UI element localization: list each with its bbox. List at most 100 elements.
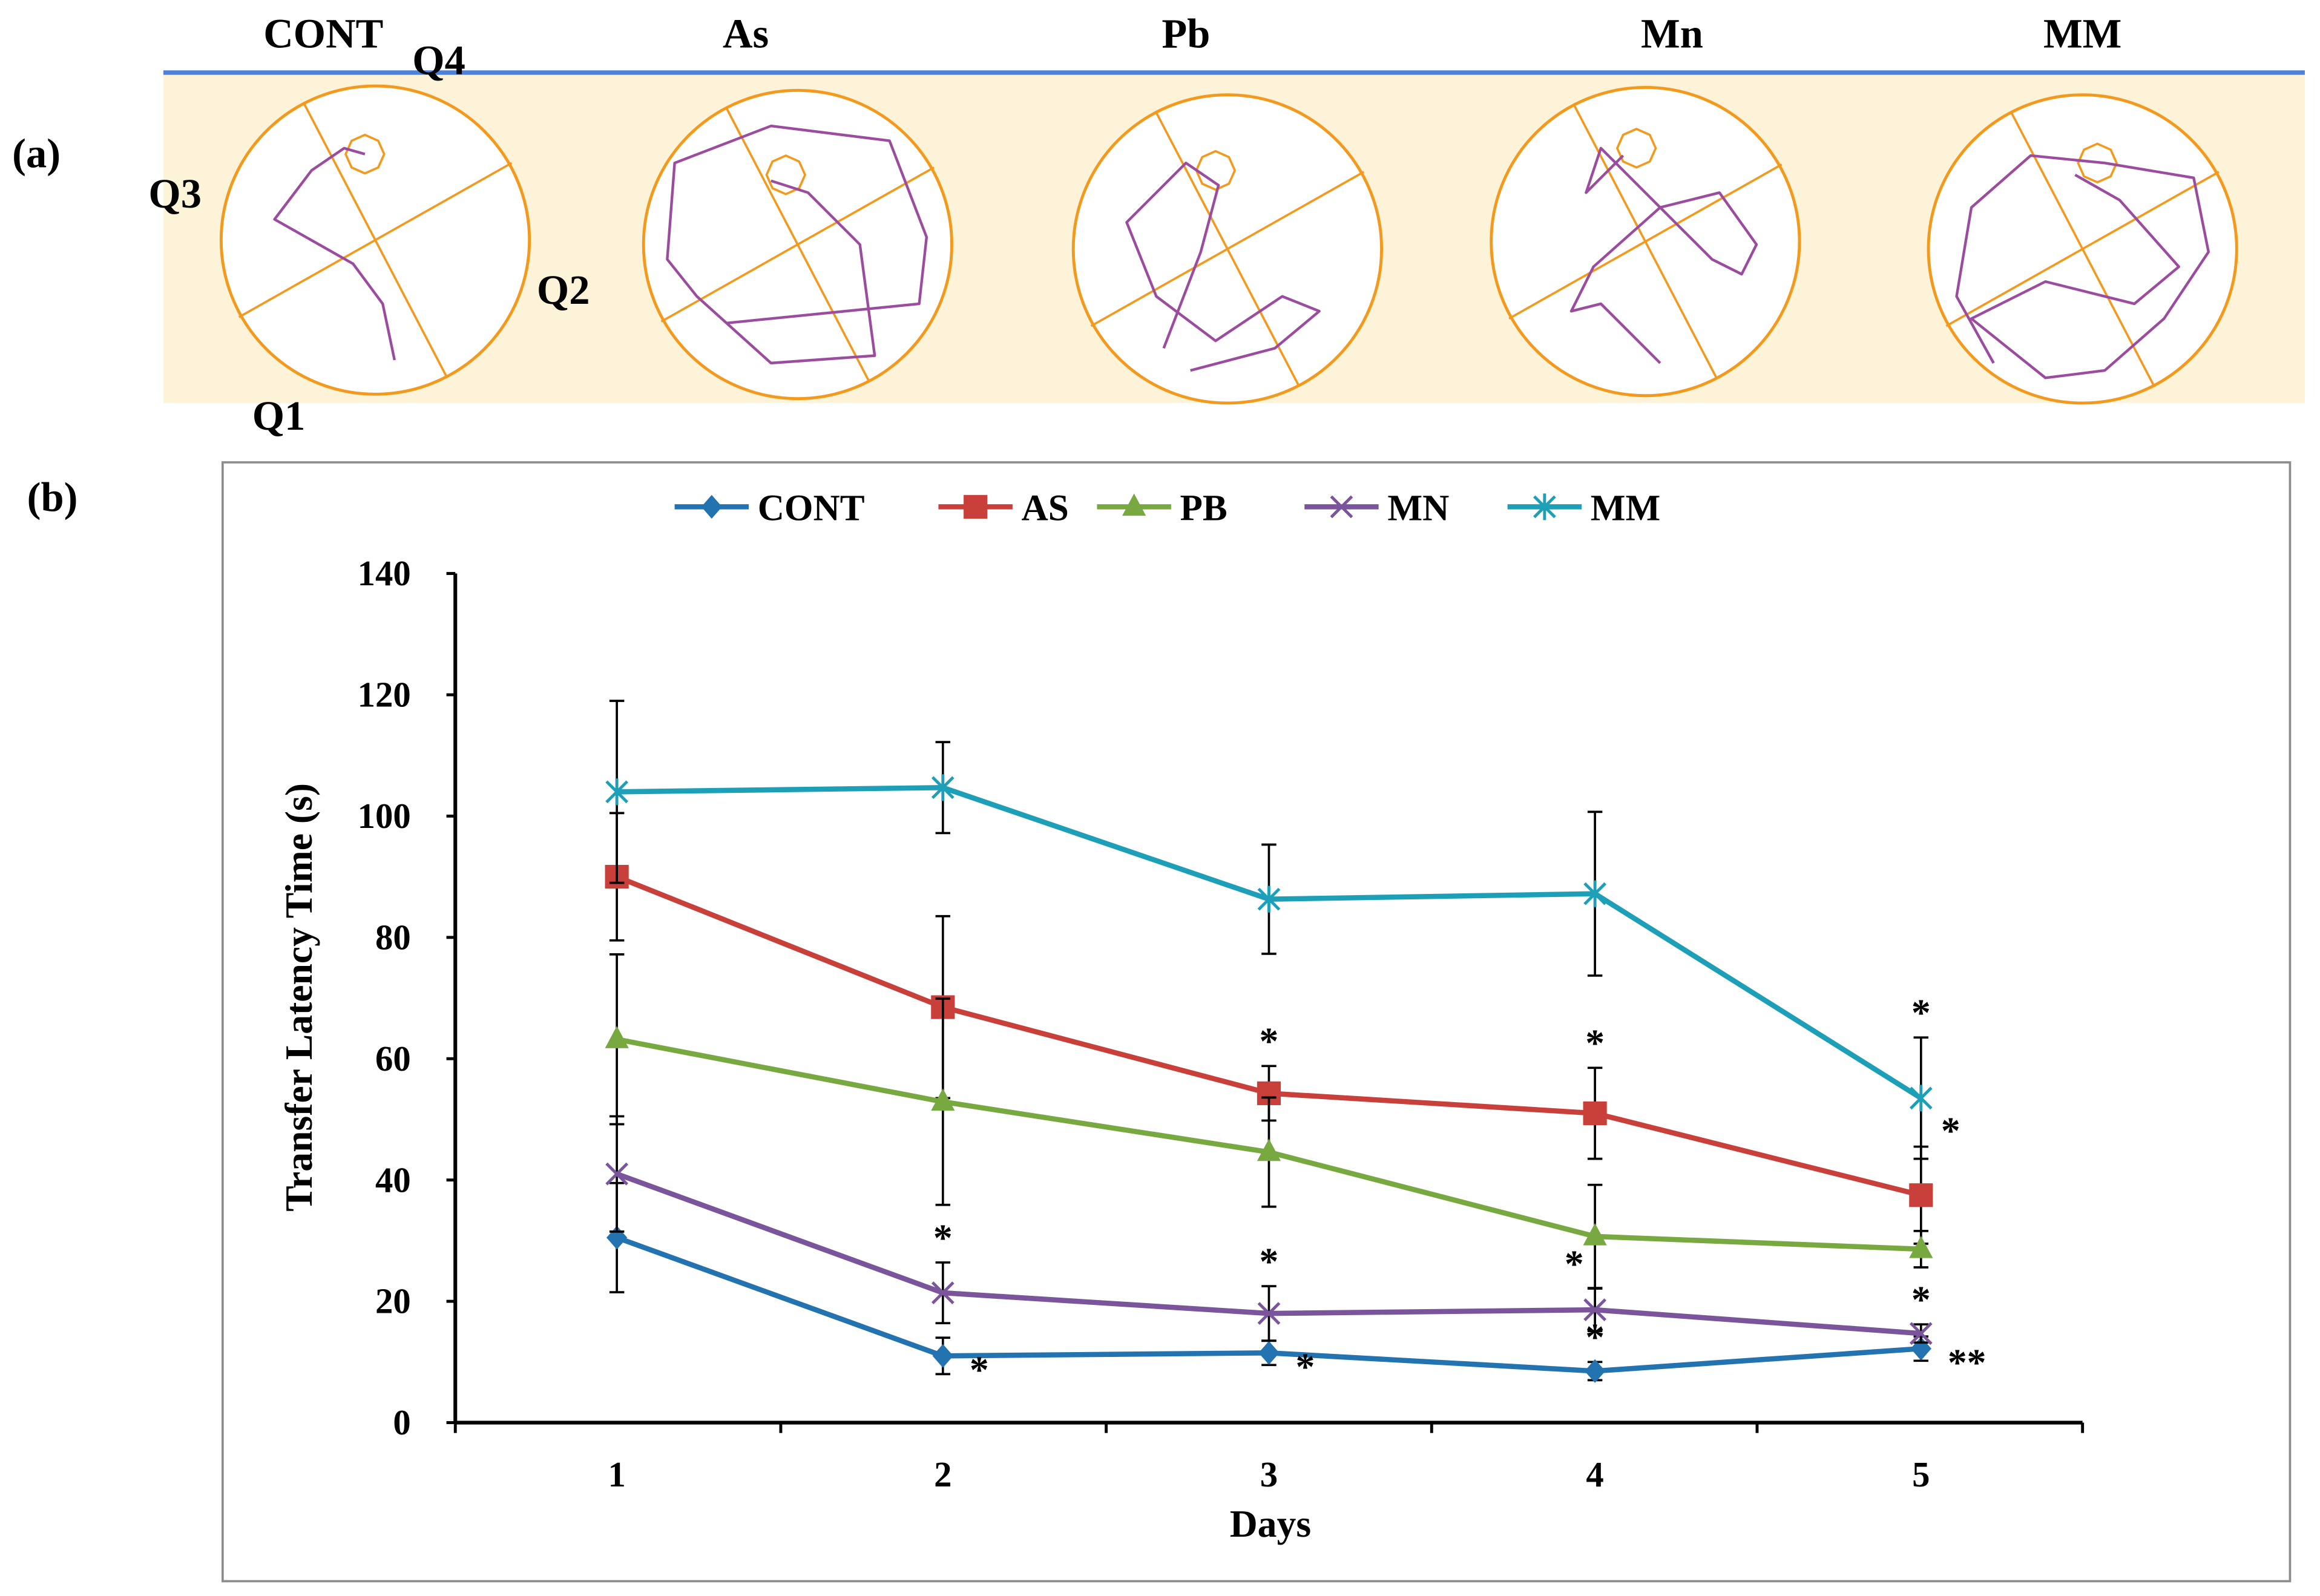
x-tick-label: 4: [1586, 1455, 1603, 1494]
legend-item-cont: CONT: [674, 487, 865, 528]
quadrant-line: [660, 166, 935, 323]
series-mm: [605, 700, 1933, 1160]
swim-trajectory: [1125, 162, 1321, 372]
y-tick-label: 120: [358, 675, 411, 715]
quadrant-line: [1508, 163, 1783, 320]
data-point-marker: [1330, 495, 1353, 519]
quadrant-q4-label: Q4: [412, 37, 465, 83]
platform-marker: [765, 154, 807, 195]
data-point-marker: [1909, 1085, 1933, 1112]
legend-label: AS: [1022, 487, 1069, 528]
y-tick-label: 100: [358, 796, 411, 836]
quadrant-q3-label: Q3: [148, 171, 202, 217]
panel-b-label: (b): [27, 475, 78, 521]
pool-cont: CONT: [219, 10, 531, 396]
y-tick-label: 140: [358, 554, 411, 593]
significance-marker: *: [1585, 1022, 1605, 1065]
data-point-marker: [931, 1088, 955, 1111]
legend-label: CONT: [758, 487, 865, 528]
significance-marker: *: [1565, 1242, 1584, 1285]
x-tick-label: 2: [934, 1455, 951, 1494]
data-point-marker: [1583, 1101, 1607, 1126]
data-point-marker: [964, 494, 988, 519]
legend-label: MN: [1387, 487, 1449, 528]
chart-frame: [222, 461, 2292, 1583]
pool-as: As: [642, 10, 953, 401]
data-point-marker: [1583, 1223, 1607, 1246]
data-point-marker: [931, 774, 955, 801]
data-point-marker: [605, 1026, 629, 1048]
platform-marker: [1195, 149, 1237, 191]
data-point-marker: [1533, 493, 1556, 521]
pool-mn: Mn: [1490, 10, 1801, 398]
significance-marker: *: [1911, 991, 1931, 1034]
quadrant-q1-label: Q1: [252, 393, 306, 439]
data-point-marker: [1583, 1298, 1606, 1322]
significance-marker: *: [970, 1348, 989, 1391]
quadrant-q2-label: Q2: [537, 267, 590, 313]
data-point-marker: [932, 1344, 953, 1368]
significance-marker: *: [933, 1216, 953, 1259]
data-point-marker: [1257, 1138, 1281, 1161]
significance-marker: *: [1585, 1316, 1605, 1359]
x-tick-label: 5: [1912, 1455, 1930, 1494]
data-point-marker: [1258, 1341, 1280, 1365]
swim-trajectory: [273, 146, 396, 361]
data-point-marker: [1583, 880, 1606, 907]
data-point-marker: [931, 1281, 955, 1304]
series-pb: [605, 953, 1933, 1289]
significance-marker: *: [1260, 1240, 1279, 1282]
group-header: Pb: [1162, 10, 1210, 56]
swim-trajectory: [1569, 146, 1758, 364]
swim-trajectory: [666, 124, 928, 365]
x-tick-label: 1: [608, 1455, 625, 1494]
swim-trajectory: [1955, 154, 2210, 379]
significance-marker: *: [1296, 1345, 1315, 1388]
legend-item-mn: MN: [1304, 487, 1449, 528]
data-point-marker: [1909, 1322, 1933, 1345]
data-point-marker: [1122, 493, 1146, 516]
platform-marker: [2077, 142, 2118, 184]
significance-marker: **: [1948, 1341, 1986, 1384]
legend-label: PB: [1180, 487, 1227, 528]
significance-marker: *: [1911, 1278, 1931, 1321]
data-point-marker: [1257, 885, 1281, 913]
data-point-marker: [605, 1162, 629, 1186]
series-mn: [605, 1115, 1933, 1345]
legend-item-as: AS: [938, 487, 1069, 528]
significance-marker: *: [1260, 1020, 1279, 1063]
y-tick-label: 40: [375, 1160, 411, 1200]
panel-a: (a) CONT As Pb Mn MM Q4 Q3 Q2 Q1: [12, 10, 2305, 439]
group-header: As: [723, 10, 769, 56]
platform-marker: [344, 133, 386, 175]
x-tick-label: 3: [1260, 1455, 1278, 1494]
data-point-marker: [605, 778, 629, 806]
data-point-marker: [1257, 1302, 1281, 1325]
quadrant-line: [1945, 171, 2220, 327]
group-header: CONT: [263, 10, 383, 56]
legend: CONT AS PB MN MM: [674, 487, 1660, 528]
data-point-marker: [1909, 1183, 1933, 1207]
y-tick-label: 20: [375, 1282, 411, 1321]
x-axis-label: Days: [1230, 1502, 1311, 1545]
significance-marker: *: [1941, 1109, 1960, 1152]
platform-marker: [1615, 128, 1657, 169]
y-axis-label: Transfer Latency Time (s): [277, 783, 320, 1212]
legend-item-pb: PB: [1097, 487, 1227, 528]
y-tick-label: 0: [393, 1403, 410, 1442]
group-header: MM: [2043, 10, 2121, 56]
legend-item-mm: MM: [1507, 487, 1660, 528]
group-header: Mn: [1641, 10, 1703, 56]
panel-a-label: (a): [12, 131, 61, 177]
data-point-marker: [1584, 1359, 1606, 1383]
pool-mm: MM: [1927, 10, 2238, 405]
pool-pb: Pb: [1071, 10, 1383, 405]
y-tick-label: 80: [375, 918, 411, 957]
quadrant-line: [1090, 171, 1365, 327]
data-point-marker: [1909, 1235, 1933, 1258]
y-tick-label: 60: [375, 1039, 411, 1079]
quadrant-line: [238, 162, 513, 318]
data-point-marker: [701, 494, 722, 519]
